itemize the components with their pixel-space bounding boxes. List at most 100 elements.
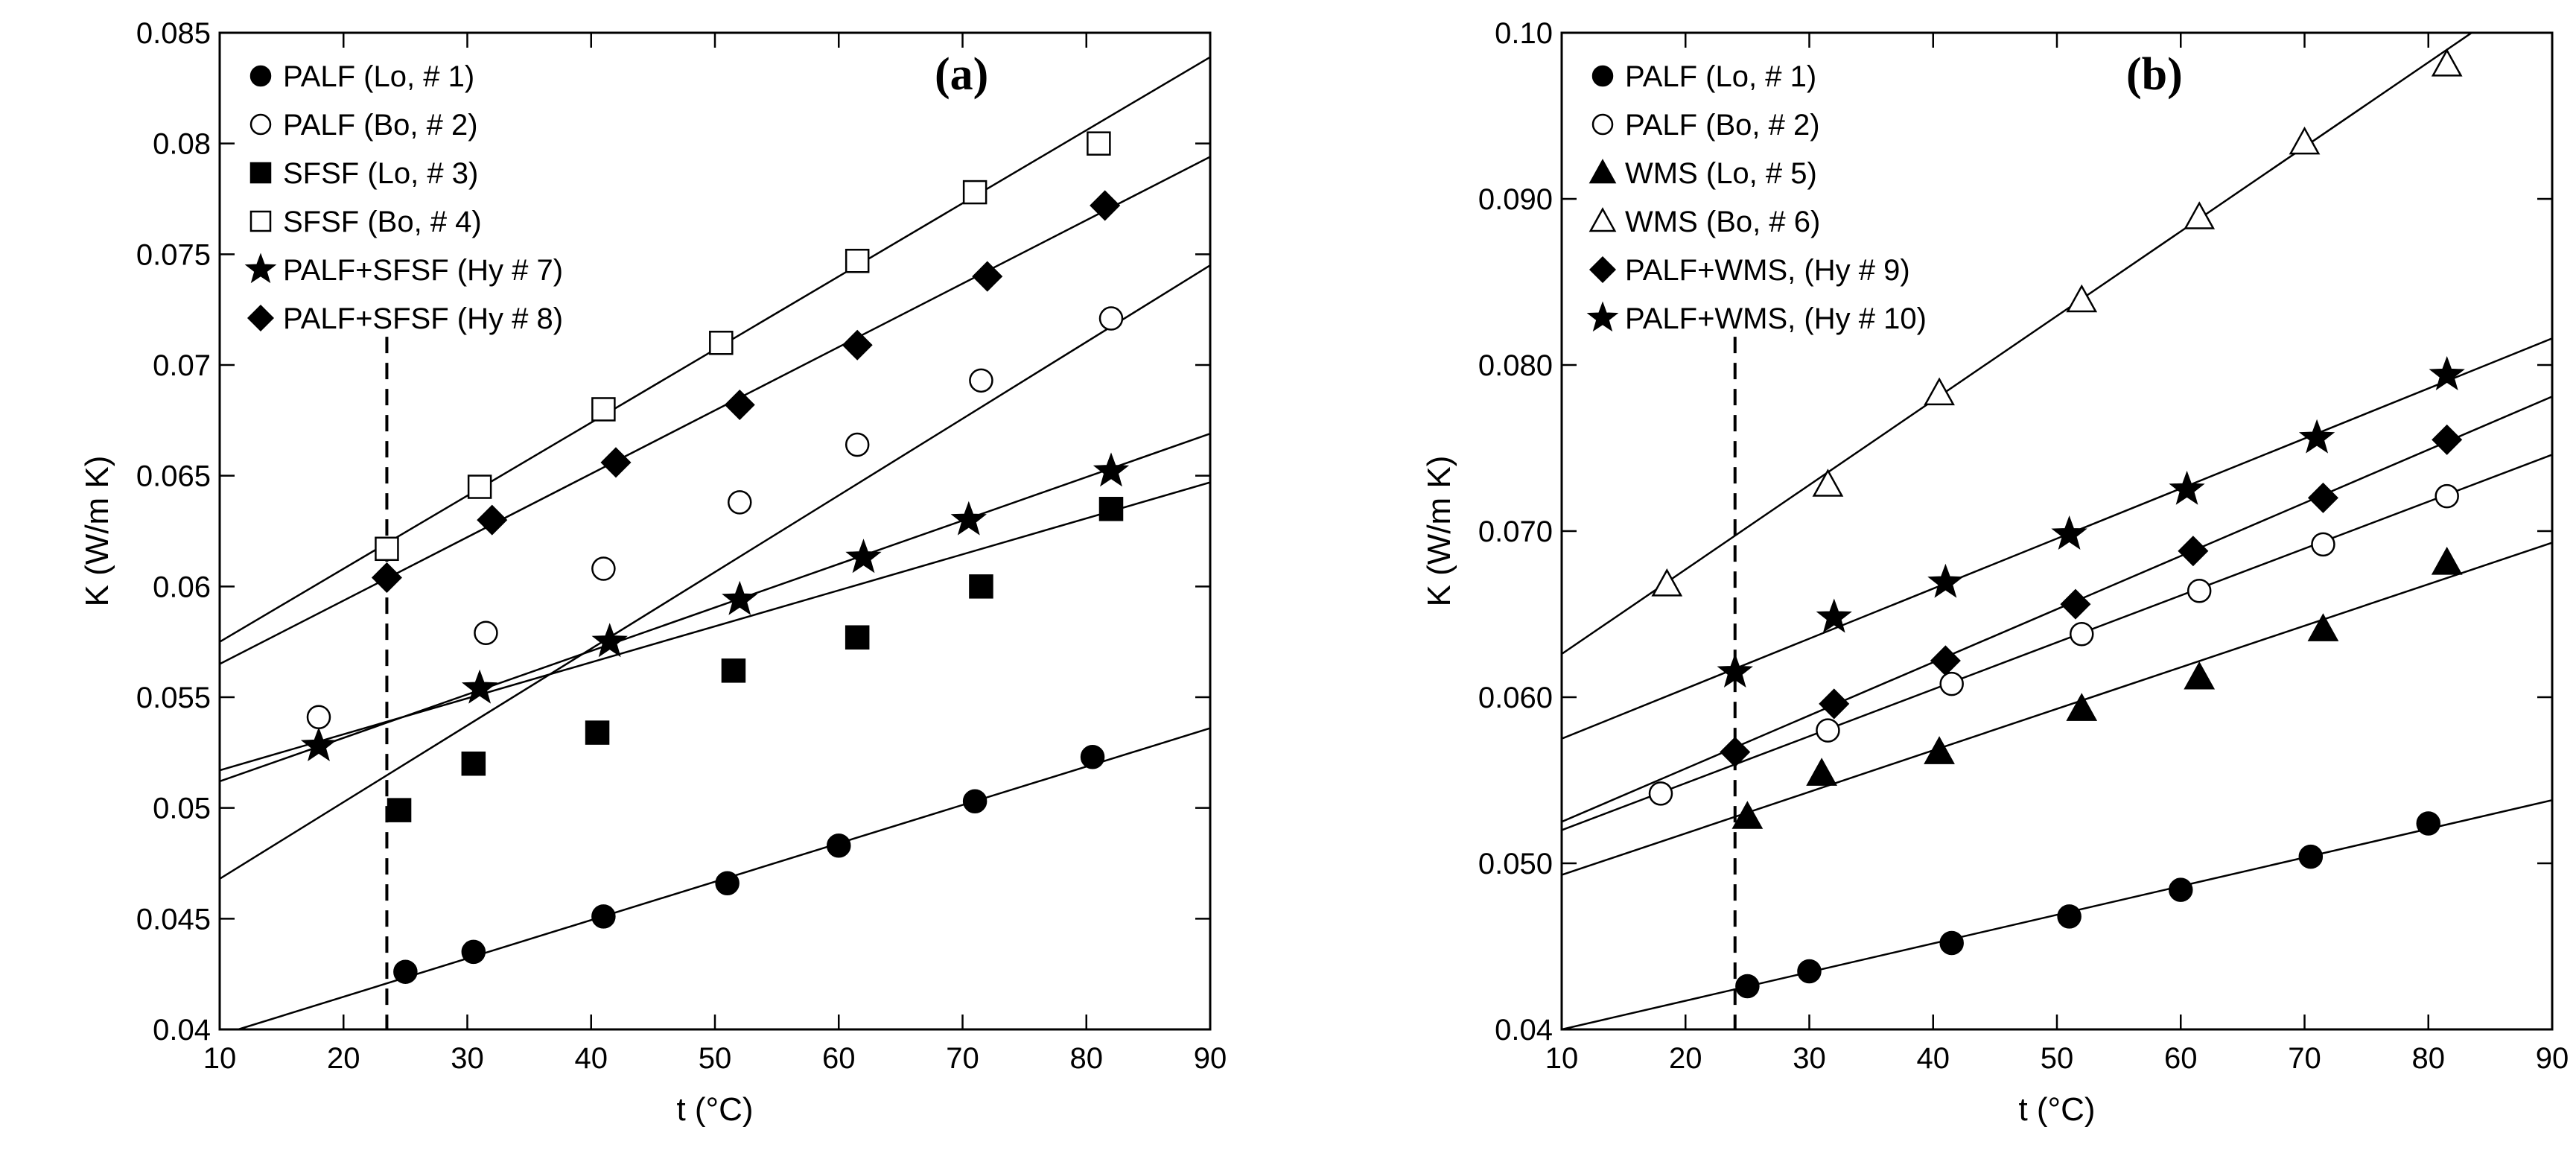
data-point <box>600 447 632 478</box>
data-point <box>393 959 418 984</box>
data-point <box>728 490 752 515</box>
data-point <box>1939 930 1964 956</box>
fit-line-series-5 <box>220 432 1210 783</box>
y-tick-label: 0.06 <box>153 571 211 603</box>
legend: PALF (Lo, # 1) PALF (Bo, # 2) WMS (Lo, # 5… <box>1586 60 1927 335</box>
data-point <box>306 705 331 730</box>
data-point <box>1812 469 1844 497</box>
data-point <box>1924 736 1955 764</box>
x-axis-label: t (°C) <box>676 1091 753 1128</box>
x-tick-label: 90 <box>2536 1042 2569 1075</box>
x-tick-label: 30 <box>1793 1042 1826 1075</box>
data-point <box>2187 579 2212 603</box>
legend-marker <box>244 253 277 284</box>
x-tick-label: 50 <box>2041 1042 2074 1075</box>
data-point <box>2298 419 2335 454</box>
x-tick-label: 30 <box>451 1042 484 1075</box>
data-point <box>962 789 988 813</box>
data-point <box>2184 661 2216 690</box>
x-axis-label: t (°C) <box>2018 1091 2095 1128</box>
y-tick-label: 0.065 <box>136 460 211 493</box>
chart-panel-a: 10 20 30 40 50 60 70 80 90 0.04 0.045 0.05 0.055 0.06… <box>79 17 1227 1128</box>
fit-lines <box>220 56 1210 1029</box>
x-tick-label: 90 <box>1194 1042 1227 1075</box>
data-point <box>2431 547 2463 575</box>
legend-marker <box>249 65 272 87</box>
data-point <box>1797 959 1822 984</box>
fit-line-series-6 <box>1562 337 2552 740</box>
data-point <box>2070 622 2094 647</box>
data-point <box>1717 653 1753 688</box>
data-point <box>2051 515 2087 550</box>
legend-marker <box>249 162 272 184</box>
x-tick-label: 80 <box>2412 1042 2446 1075</box>
x-tick-label: 20 <box>327 1042 360 1075</box>
data-point <box>461 751 486 776</box>
data-point <box>1098 497 1124 521</box>
y-tick-label: 0.04 <box>1495 1014 1553 1047</box>
data-point <box>474 620 498 646</box>
legend-marker <box>249 113 272 136</box>
data-point <box>1648 781 1673 806</box>
data-point <box>709 331 734 355</box>
data-point <box>969 368 993 393</box>
data-point <box>477 504 508 536</box>
y-tick-label: 0.05 <box>153 793 211 825</box>
data-point <box>1080 745 1105 769</box>
fit-line-series-4 <box>1562 33 2472 655</box>
data-point <box>591 623 628 658</box>
data-point <box>950 501 987 536</box>
legend-label: WMS (Bo, # 6) <box>1625 206 1820 238</box>
data-point <box>591 397 616 422</box>
x-tick-label: 40 <box>575 1042 608 1075</box>
data-point <box>2289 126 2321 155</box>
y-tick-label: 0.070 <box>1478 515 1553 548</box>
data-point <box>845 539 882 574</box>
data-point <box>2184 201 2216 229</box>
data-point <box>1651 568 1683 597</box>
data-points <box>1648 48 2465 999</box>
data-point <box>969 574 993 599</box>
data-point <box>1927 563 1964 598</box>
y-axis-label: K (W/m K) <box>1421 456 1457 607</box>
y-tick-label: 0.050 <box>1478 848 1553 880</box>
data-point <box>1819 688 1850 720</box>
data-point <box>2298 844 2324 869</box>
y-tick-label: 0.07 <box>153 349 211 382</box>
legend-label: SFSF (Bo, # 4) <box>283 206 482 238</box>
legend-marker <box>249 210 272 232</box>
data-point <box>461 669 498 704</box>
data-point <box>2429 355 2465 390</box>
y-tick-label: 0.085 <box>136 17 211 50</box>
legend-label: PALF+SFSF (Hy # 7) <box>283 254 563 287</box>
legend-label: PALF (Bo, # 2) <box>1625 109 1820 142</box>
data-point <box>2057 904 2082 929</box>
data-point <box>2307 482 2338 513</box>
data-point <box>1735 974 1760 999</box>
data-point <box>2431 48 2463 77</box>
data-point <box>722 580 758 615</box>
y-tick-label: 0.055 <box>136 682 211 714</box>
legend-label: PALF+SFSF (Hy # 8) <box>283 302 563 335</box>
data-point <box>845 249 870 273</box>
y-tick-label: 0.075 <box>136 238 211 271</box>
data-point <box>842 329 873 361</box>
x-tick-label: 40 <box>1917 1042 1950 1075</box>
y-tick-label: 0.090 <box>1478 183 1553 216</box>
data-point <box>591 904 616 929</box>
x-tick-label: 80 <box>1070 1042 1104 1075</box>
y-axis-label: K (W/m K) <box>79 456 115 607</box>
legend-marker <box>247 304 275 332</box>
data-point <box>300 727 337 761</box>
x-tick-label: 10 <box>203 1042 237 1075</box>
y-tick-label: 0.060 <box>1478 682 1553 714</box>
chart-panel-b: 10 20 30 40 50 60 70 80 90 0.04 0.050 0.060 0.070 0.0… <box>1421 17 2569 1128</box>
panel-label: (b) <box>2126 49 2183 100</box>
legend-marker <box>1588 255 1617 284</box>
data-point <box>724 390 755 421</box>
data-point <box>1098 306 1124 331</box>
data-point <box>591 556 616 581</box>
x-tick-label: 10 <box>1545 1042 1579 1075</box>
data-point <box>1093 452 1130 487</box>
